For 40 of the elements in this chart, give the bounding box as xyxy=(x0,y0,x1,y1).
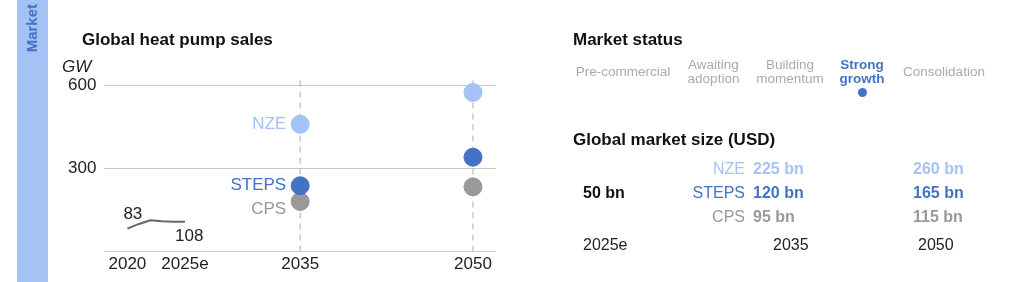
category-label: Building momentum xyxy=(755,57,825,86)
y-axis-title: GW xyxy=(62,57,94,77)
y-tick-label: 600 xyxy=(67,75,97,95)
chart-title: Global heat pump sales xyxy=(82,30,273,50)
data-label: 108 xyxy=(174,225,204,245)
category-label: Awaiting adoption xyxy=(686,57,741,86)
data-label: 260 bn xyxy=(913,160,964,178)
x-tick-label: 2035 xyxy=(281,254,320,274)
data-label: 225 bn xyxy=(753,160,804,178)
data-label: 115 bn xyxy=(913,208,963,226)
data-label: 50 bn xyxy=(583,184,625,202)
legend-label: STEPS xyxy=(692,184,745,202)
category-label: Consolidation xyxy=(903,63,985,81)
series-label: CPS xyxy=(251,199,287,219)
data-label: 120 bn xyxy=(753,184,804,202)
data-label: 95 bn xyxy=(753,208,795,226)
series-label: STEPS xyxy=(230,175,287,195)
series-label: NZE xyxy=(252,113,287,133)
text: Global market size (USD) xyxy=(573,130,777,150)
x-tick-label: 2050 xyxy=(454,254,492,274)
category-label: Strong growth xyxy=(838,57,886,86)
y-tick-label: 300 xyxy=(67,158,97,178)
text: Market xyxy=(23,4,40,53)
data-label: 83 xyxy=(123,203,143,223)
x-tick-label: 2025e xyxy=(161,254,209,274)
category-label: 2035 xyxy=(773,236,809,254)
legend-label: NZE xyxy=(713,160,745,178)
category-label: Pre-commercial xyxy=(575,63,671,81)
text: Market status xyxy=(573,30,684,50)
point xyxy=(463,177,483,197)
point xyxy=(463,82,483,102)
point xyxy=(290,176,310,196)
category-label: 2050 xyxy=(918,236,954,254)
point xyxy=(463,147,483,167)
point xyxy=(290,192,310,211)
legend-label: CPS xyxy=(712,208,745,226)
category-label: 2025e xyxy=(583,236,628,254)
point xyxy=(290,114,310,134)
data-label: 165 bn xyxy=(913,184,964,202)
x-tick-label: 2020 xyxy=(108,254,147,274)
